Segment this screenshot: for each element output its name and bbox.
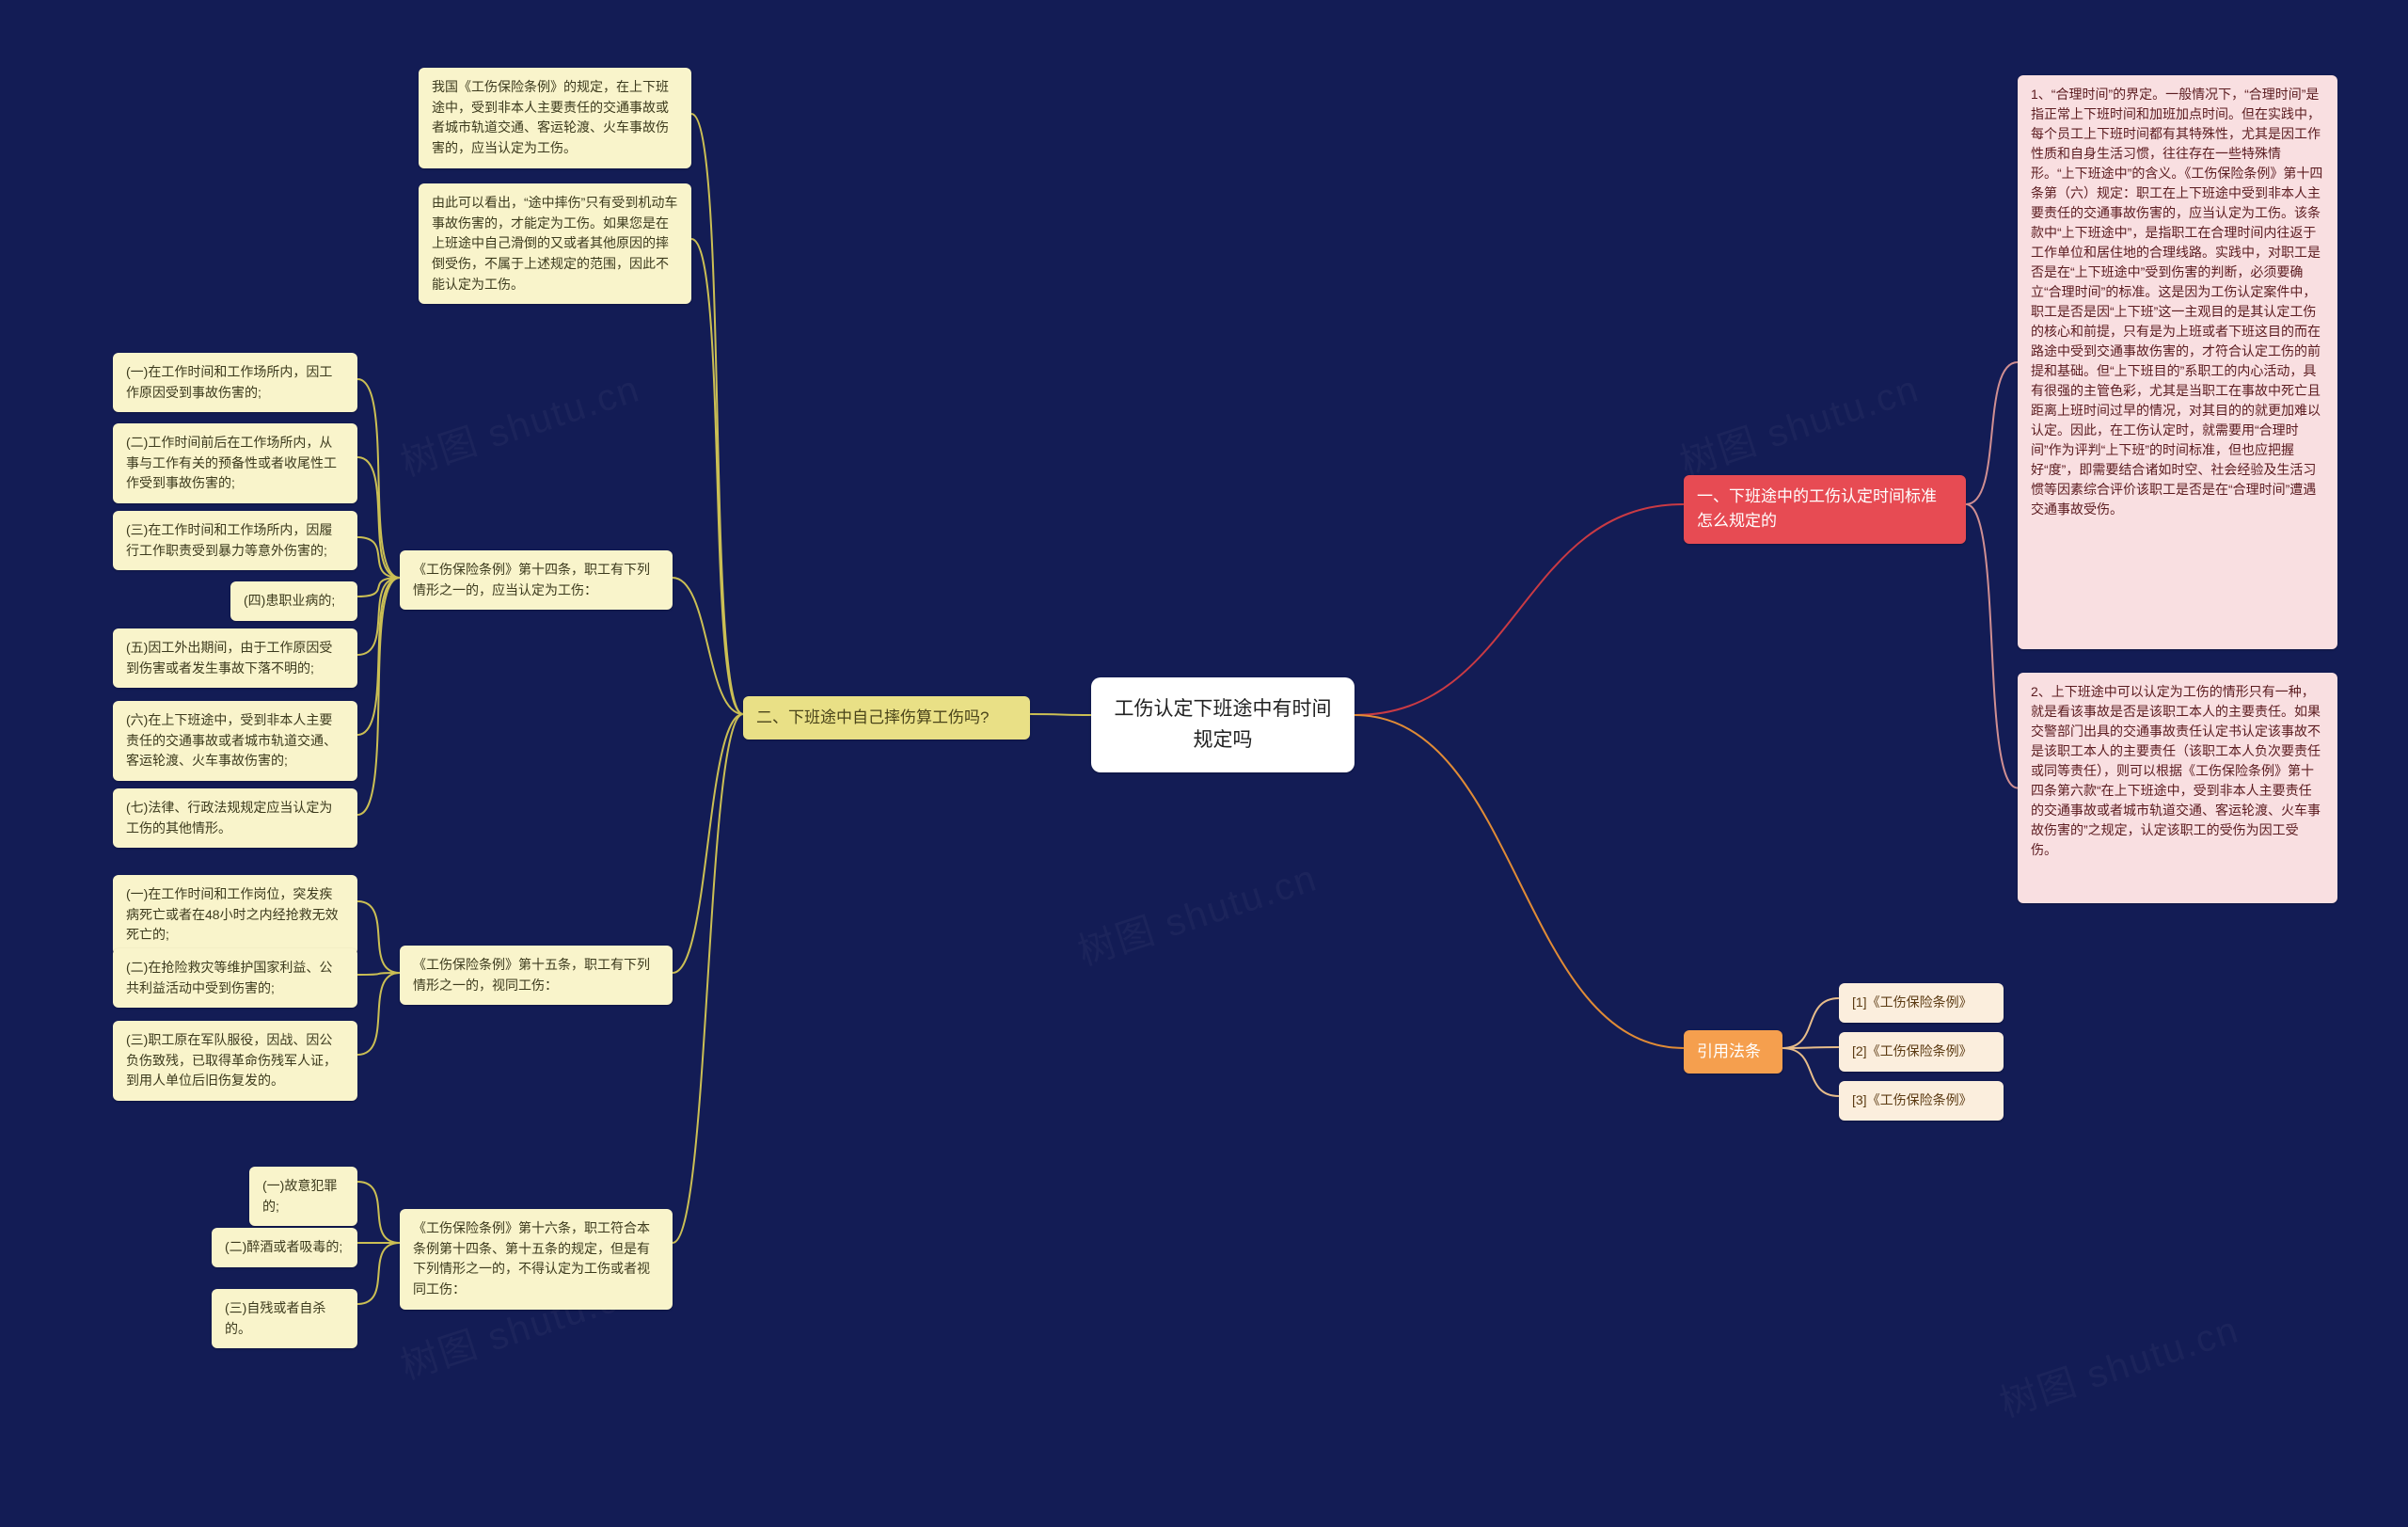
edge bbox=[357, 537, 400, 578]
edge bbox=[1782, 998, 1839, 1048]
node-text: (三)职工原在军队服役，因战、因公负伤致残，已取得革命伤残军人证，到用人单位后旧… bbox=[126, 1030, 344, 1091]
node-text: (二)在抢险救灾等维护国家利益、公共利益活动中受到伤害的; bbox=[126, 958, 344, 998]
node-l3[interactable]: 《工伤保险条例》第十五条，职工有下列情形之一的，视同工伤： bbox=[400, 946, 673, 1005]
node-l2_4[interactable]: (四)患职业病的; bbox=[230, 581, 357, 621]
edge bbox=[673, 714, 743, 1243]
edge bbox=[357, 578, 400, 596]
edge bbox=[357, 457, 400, 578]
node-text: 工伤认定下班途中有时间 bbox=[1112, 694, 1334, 725]
edge bbox=[357, 379, 400, 578]
node-r2c[interactable]: [3]《工伤保险条例》 bbox=[1839, 1081, 2004, 1121]
node-text: (六)在上下班途中，受到非本人主要责任的交通事故或者城市轨道交通、客运轮渡、火车… bbox=[126, 710, 344, 771]
node-text: (五)因工外出期间，由于工作原因受到伤害或者发生事故下落不明的; bbox=[126, 638, 344, 678]
node-l3_1[interactable]: (一)在工作时间和工作岗位，突发疾病死亡或者在48小时之内经抢救无效死亡的; bbox=[113, 875, 357, 955]
node-l4_1[interactable]: (一)故意犯罪的; bbox=[249, 1167, 357, 1226]
node-text: 《工伤保险条例》第十六条，职工符合本条例第十四条、第十五条的规定，但是有下列情形… bbox=[413, 1218, 659, 1300]
node-text: (二)醉酒或者吸毒的; bbox=[225, 1237, 344, 1258]
node-l4_3[interactable]: (三)自残或者自杀的。 bbox=[212, 1289, 357, 1348]
node-l2_2[interactable]: (二)工作时间前后在工作场所内，从事与工作有关的预备性或者收尾性工作受到事故伤害… bbox=[113, 423, 357, 503]
node-l4_2[interactable]: (二)醉酒或者吸毒的; bbox=[212, 1228, 357, 1267]
edge bbox=[691, 239, 743, 714]
node-text: 《工伤保险条例》第十五条，职工有下列情形之一的，视同工伤： bbox=[413, 955, 659, 995]
node-l2[interactable]: 《工伤保险条例》第十四条，职工有下列情形之一的，应当认定为工伤： bbox=[400, 550, 673, 610]
node-r1[interactable]: 一、下班途中的工伤认定时间标准怎么规定的 bbox=[1684, 475, 1966, 544]
node-text: (一)故意犯罪的; bbox=[262, 1176, 344, 1217]
node-text: 怎么规定的 bbox=[1697, 509, 1953, 533]
edge bbox=[357, 578, 400, 735]
node-l1b[interactable]: 由此可以看出，“途中摔伤”只有受到机动车事故伤害的，才能定为工伤。如果您是在上班… bbox=[419, 183, 691, 304]
node-text: (三)在工作时间和工作场所内，因履行工作职责受到暴力等意外伤害的; bbox=[126, 520, 344, 561]
node-r2b[interactable]: [2]《工伤保险条例》 bbox=[1839, 1032, 2004, 1072]
node-l2_7[interactable]: (七)法律、行政法规规定应当认定为工伤的其他情形。 bbox=[113, 788, 357, 848]
edge bbox=[673, 714, 743, 973]
node-text: 《工伤保险条例》第十四条，职工有下列情形之一的，应当认定为工伤： bbox=[413, 560, 659, 600]
node-text: [3]《工伤保险条例》 bbox=[1852, 1090, 1990, 1111]
node-text: 一、下班途中的工伤认定时间标准 bbox=[1697, 485, 1953, 509]
node-text: 规定吗 bbox=[1112, 725, 1334, 756]
node-text: 1、“合理时间”的界定。一般情况下，“合理时间”是指正常上下班时间和加班加点时间… bbox=[2031, 85, 2324, 519]
watermark: 树图 shutu.cn bbox=[393, 358, 646, 487]
node-l2_5[interactable]: (五)因工外出期间，由于工作原因受到伤害或者发生事故下落不明的; bbox=[113, 628, 357, 688]
node-l2_1[interactable]: (一)在工作时间和工作场所内，因工作原因受到事故伤害的; bbox=[113, 353, 357, 412]
node-text: 2、上下班途中可以认定为工伤的情形只有一种，就是看该事故是否是该职工本人的主要责… bbox=[2031, 682, 2324, 860]
watermark: 树图 shutu.cn bbox=[1992, 1299, 2245, 1428]
edge bbox=[357, 901, 400, 973]
edge bbox=[1354, 504, 1684, 715]
edge bbox=[357, 578, 400, 655]
node-text: [2]《工伤保险条例》 bbox=[1852, 1042, 1990, 1062]
edge bbox=[1966, 504, 2018, 788]
node-text: (一)在工作时间和工作场所内，因工作原因受到事故伤害的; bbox=[126, 362, 344, 403]
node-l1[interactable]: 二、下班途中自己摔伤算工伤吗? bbox=[743, 696, 1030, 740]
edge bbox=[1354, 715, 1684, 1048]
node-text: (四)患职业病的; bbox=[244, 591, 344, 612]
watermark: 树图 shutu.cn bbox=[1070, 848, 1323, 977]
node-text: 引用法条 bbox=[1697, 1040, 1769, 1064]
node-l3_3[interactable]: (三)职工原在军队服役，因战、因公负伤致残，已取得革命伤残军人证，到用人单位后旧… bbox=[113, 1021, 357, 1101]
edge bbox=[1782, 1047, 1839, 1048]
node-l4[interactable]: 《工伤保险条例》第十六条，职工符合本条例第十四条、第十五条的规定，但是有下列情形… bbox=[400, 1209, 673, 1310]
mindmap-canvas: 树图 shutu.cn 树图 shutu.cn 树图 shutu.cn 树图 shut… bbox=[0, 0, 2408, 1527]
node-r2[interactable]: 引用法条 bbox=[1684, 1030, 1782, 1074]
node-l3_2[interactable]: (二)在抢险救灾等维护国家利益、公共利益活动中受到伤害的; bbox=[113, 948, 357, 1008]
node-l2_3[interactable]: (三)在工作时间和工作场所内，因履行工作职责受到暴力等意外伤害的; bbox=[113, 511, 357, 570]
node-text: (七)法律、行政法规规定应当认定为工伤的其他情形。 bbox=[126, 798, 344, 838]
edge bbox=[357, 973, 400, 975]
node-l2_6[interactable]: (六)在上下班途中，受到非本人主要责任的交通事故或者城市轨道交通、客运轮渡、火车… bbox=[113, 701, 357, 781]
node-r1b[interactable]: 2、上下班途中可以认定为工伤的情形只有一种，就是看该事故是否是该职工本人的主要责… bbox=[2018, 673, 2337, 903]
edge bbox=[1030, 714, 1091, 715]
edge bbox=[357, 1182, 400, 1243]
node-root[interactable]: 工伤认定下班途中有时间规定吗 bbox=[1091, 677, 1354, 772]
edge bbox=[1966, 362, 2018, 504]
edge bbox=[357, 973, 400, 1055]
edge bbox=[1782, 1048, 1839, 1096]
node-text: (三)自残或者自杀的。 bbox=[225, 1298, 344, 1339]
edge bbox=[673, 578, 743, 714]
watermark: 树图 shutu.cn bbox=[1672, 358, 1925, 487]
edge bbox=[357, 1243, 400, 1304]
node-l1a[interactable]: 我国《工伤保险条例》的规定，在上下班途中，受到非本人主要责任的交通事故或者城市轨… bbox=[419, 68, 691, 168]
node-r1a[interactable]: 1、“合理时间”的界定。一般情况下，“合理时间”是指正常上下班时间和加班加点时间… bbox=[2018, 75, 2337, 649]
node-text: (一)在工作时间和工作岗位，突发疾病死亡或者在48小时之内经抢救无效死亡的; bbox=[126, 884, 344, 946]
node-text: (二)工作时间前后在工作场所内，从事与工作有关的预备性或者收尾性工作受到事故伤害… bbox=[126, 433, 344, 494]
edge bbox=[691, 114, 743, 714]
edge bbox=[357, 578, 400, 815]
node-text: 我国《工伤保险条例》的规定，在上下班途中，受到非本人主要责任的交通事故或者城市轨… bbox=[432, 77, 678, 159]
node-text: [1]《工伤保险条例》 bbox=[1852, 993, 1990, 1013]
node-text: 二、下班途中自己摔伤算工伤吗? bbox=[756, 706, 1017, 730]
node-r2a[interactable]: [1]《工伤保险条例》 bbox=[1839, 983, 2004, 1023]
node-text: 由此可以看出，“途中摔伤”只有受到机动车事故伤害的，才能定为工伤。如果您是在上班… bbox=[432, 193, 678, 294]
